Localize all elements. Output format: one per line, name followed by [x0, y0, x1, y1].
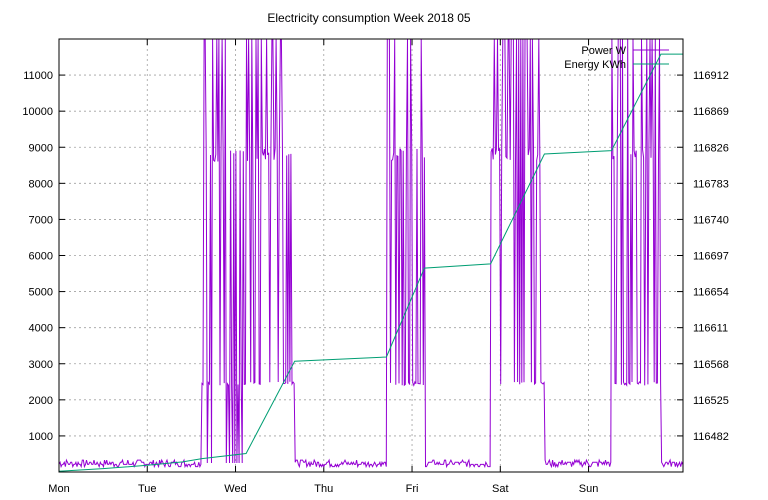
- y-tick-label: 1000: [29, 431, 53, 443]
- y2-tick-label: 116525: [693, 395, 729, 407]
- x-tick-label: Sun: [579, 483, 599, 495]
- y-tick-label: 5000: [29, 287, 53, 299]
- y-tick-label: 2000: [29, 395, 53, 407]
- legend-label-energy: Energy KWh: [564, 59, 626, 71]
- y2-tick-label: 116826: [693, 142, 729, 154]
- legend: Power W Energy KWh: [564, 45, 669, 71]
- plot-area: [58, 38, 684, 472]
- x-tick-label: Mon: [48, 483, 69, 495]
- x-tick-label: Wed: [224, 483, 246, 495]
- y-tick-label: 3000: [29, 359, 53, 371]
- chart-title: Electricity consumption Week 2018 05: [267, 11, 471, 25]
- y2-tick-label: 116783: [693, 178, 729, 190]
- y-tick-label: 6000: [29, 251, 53, 263]
- plot-frame: [58, 38, 684, 473]
- x-tick-label: Sat: [492, 483, 509, 495]
- y2-axis-ticks: 116482 116525 116568 116611 116654 116697 1167…: [677, 70, 729, 443]
- grid: [59, 39, 683, 472]
- x-tick-label: Thu: [314, 483, 333, 495]
- y2-tick-label: 116611: [693, 323, 728, 335]
- x-tick-label: Fri: [406, 483, 419, 495]
- y2-tick-label: 116869: [693, 106, 729, 118]
- y2-tick-label: 116482: [693, 431, 729, 443]
- y-tick-label: 7000: [29, 214, 53, 226]
- y-axis-ticks: 1000 2000 3000 4000 5000 6000 7000 8000 9000 1000…: [22, 70, 65, 443]
- y-tick-label: 4000: [29, 323, 53, 335]
- series-power-line: [58, 38, 684, 469]
- y-tick-label: 8000: [29, 178, 53, 190]
- y2-tick-label: 116697: [693, 251, 729, 263]
- y2-tick-label: 116912: [693, 70, 729, 82]
- x-tick-label: Tue: [138, 483, 157, 495]
- y-tick-label: 10000: [22, 106, 53, 118]
- legend-label-power: Power W: [581, 45, 626, 57]
- series-energy-line: [58, 53, 683, 472]
- y2-tick-label: 116654: [693, 287, 729, 299]
- y-tick-label: 9000: [29, 142, 53, 154]
- y-tick-label: 11000: [23, 70, 53, 82]
- y2-tick-label: 116740: [693, 214, 729, 226]
- y2-tick-label: 116568: [693, 359, 729, 371]
